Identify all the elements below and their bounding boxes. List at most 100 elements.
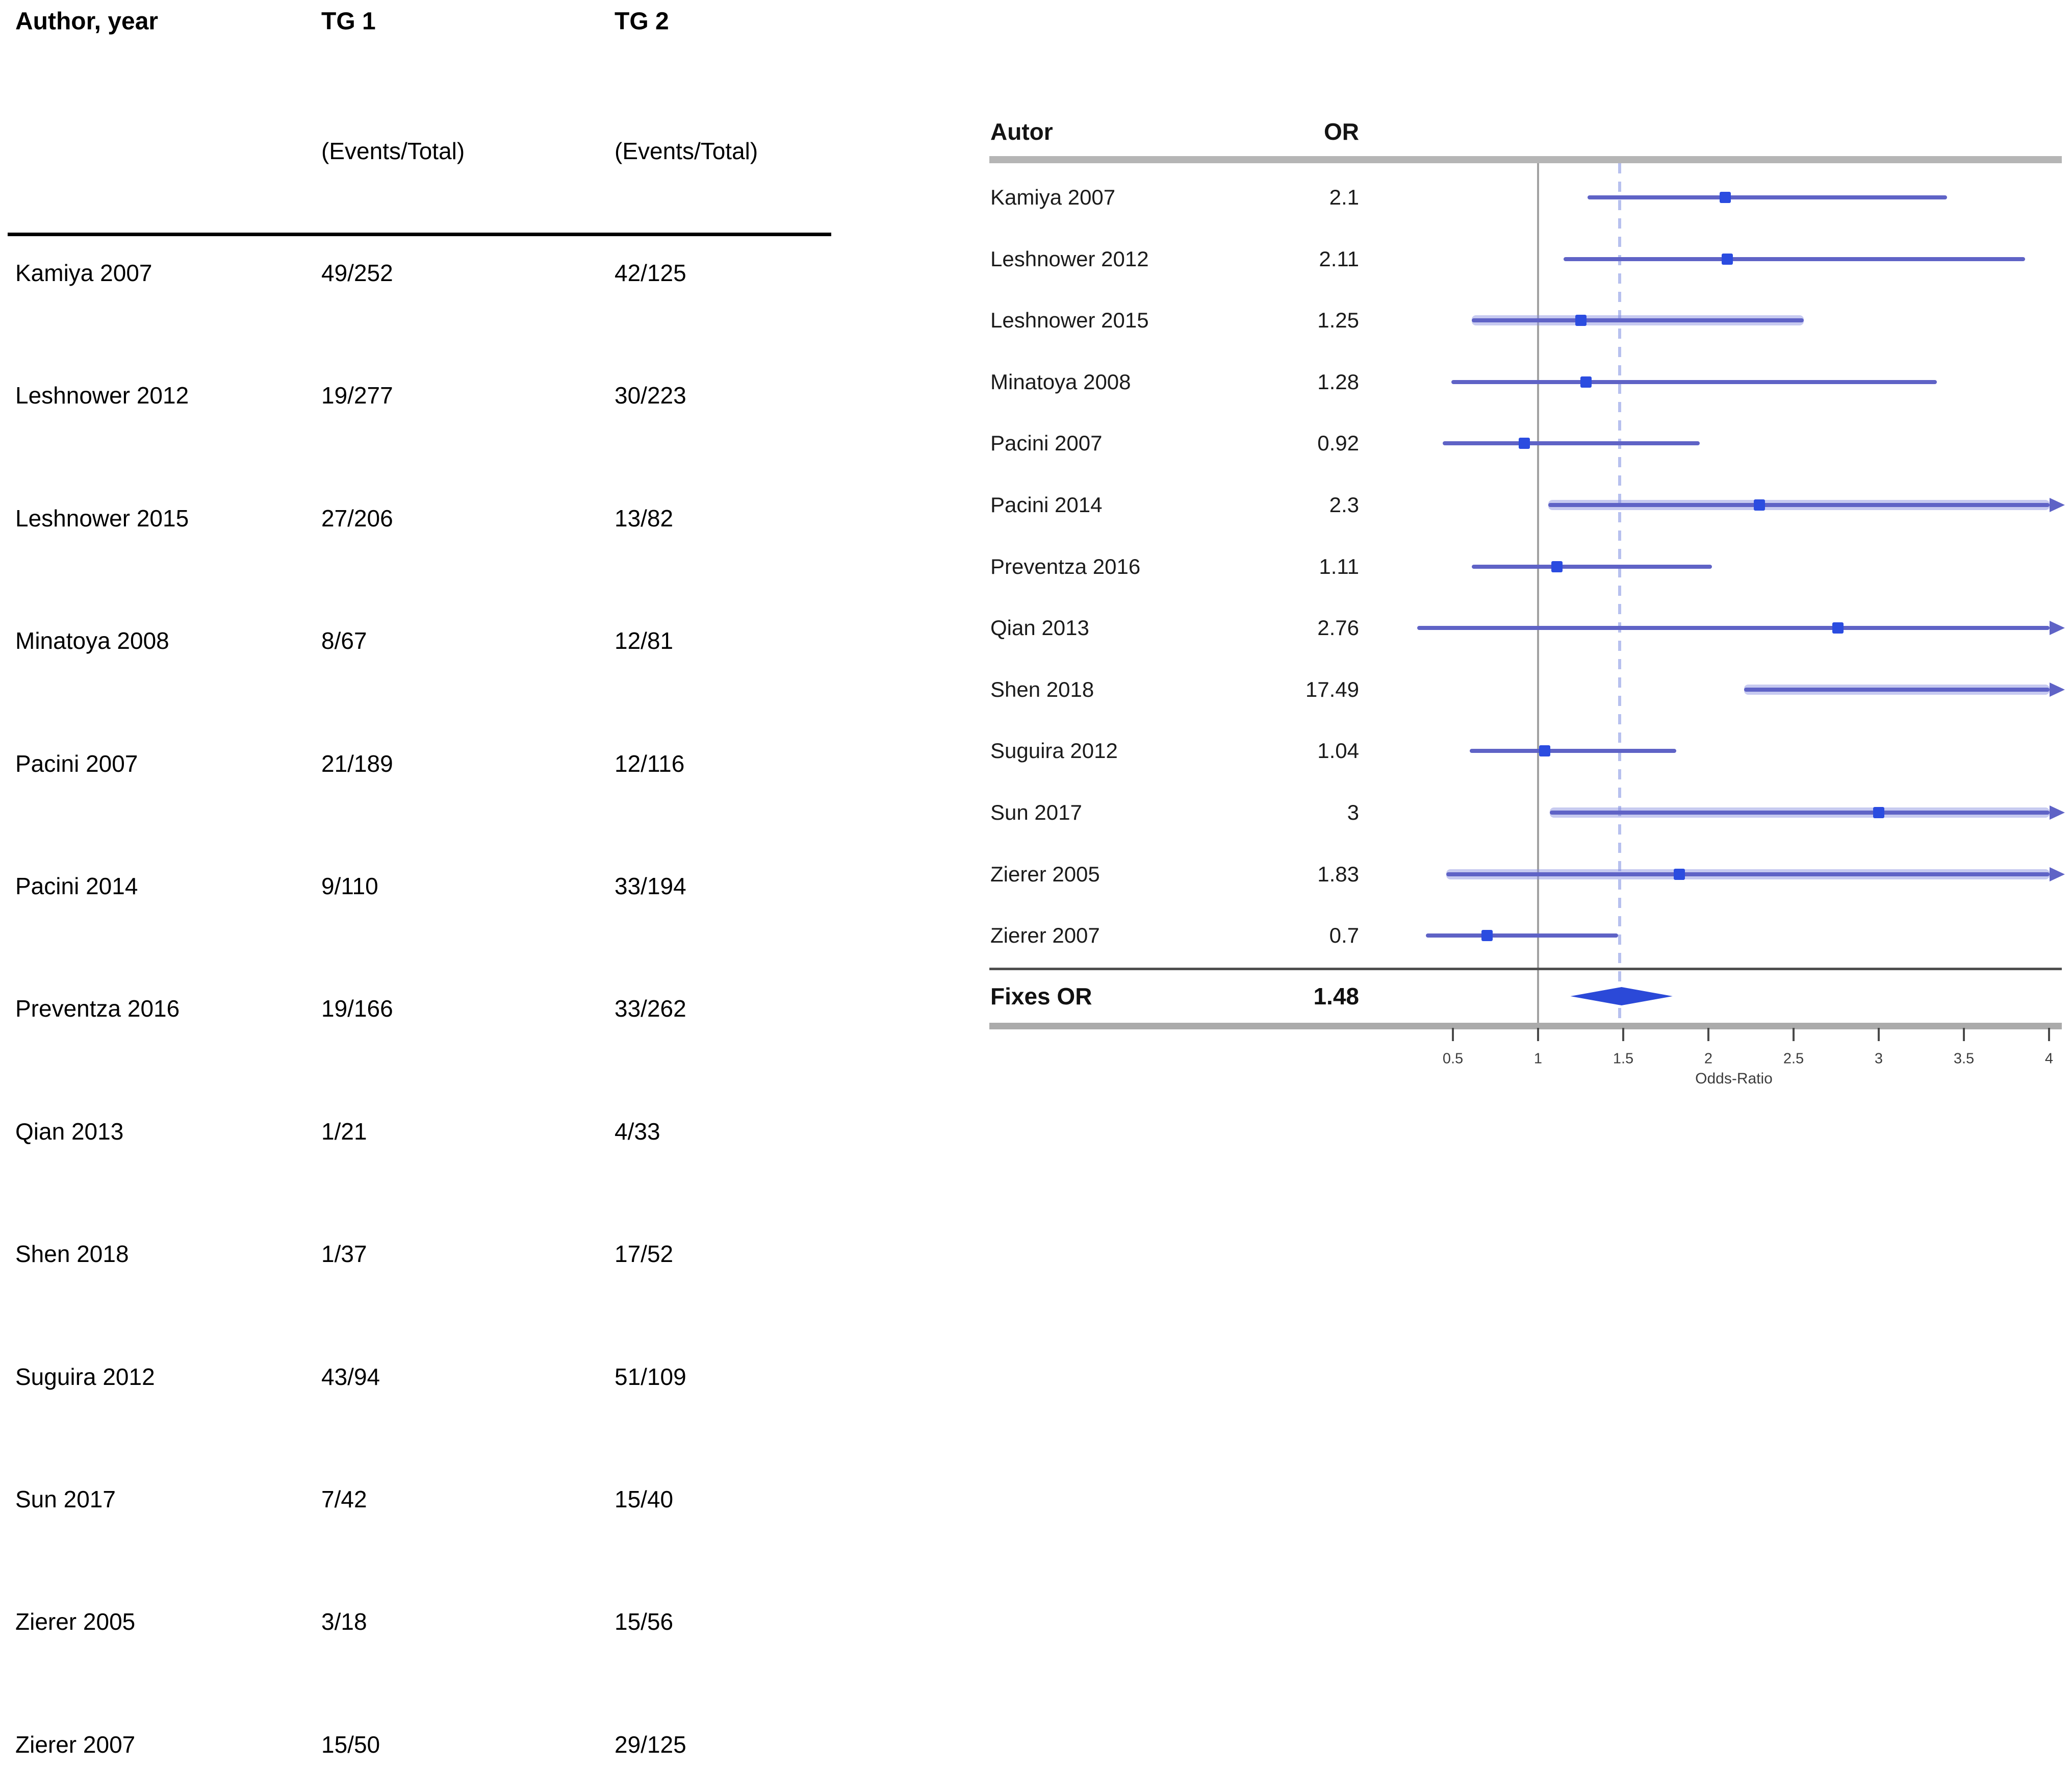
table-row-tg2-events: 30/223 [615,382,686,409]
study-or-value: 1.04 [1317,739,1359,763]
summary-or-value: 1.48 [1313,983,1359,1009]
study-label: Pacini 2014 [990,493,1103,517]
table-row-author: Shen 2018 [15,1241,129,1267]
x-axis-tick-label: 0.5 [1442,1050,1464,1067]
or-point-marker [1551,561,1563,572]
study-or-value: 1.25 [1317,308,1359,332]
x-axis-tick [1537,1028,1539,1041]
table-subheader-tg2: (Events/Total) [615,138,758,164]
study-label: Sun 2017 [990,800,1082,824]
table-row-tg1-events: 49/252 [321,260,393,286]
table-row-author: Preventza 2016 [15,995,180,1022]
summary-separator-line [989,968,2062,970]
study-label: Minatoya 2008 [990,370,1131,394]
summary-diamond [1570,987,1673,1005]
confidence-interval-line [1587,195,1947,199]
table-row-author: Kamiya 2007 [15,260,152,286]
reference-line-or-1 [1537,163,1539,1023]
confidence-interval-line [1471,318,1804,322]
study-label: Shen 2018 [990,677,1094,701]
or-point-marker [1721,254,1733,265]
or-point-marker [1832,622,1844,634]
or-point-marker [1754,499,1766,511]
table-row-tg2-events: 15/40 [615,1486,674,1512]
x-axis-tick-label: 3 [1874,1050,1883,1067]
or-point-marker [1539,745,1551,756]
or-point-marker [1674,869,1685,880]
table-row-tg1-events: 15/50 [321,1731,380,1758]
table-row-tg2-events: 51/109 [615,1363,686,1390]
study-or-value: 1.28 [1317,370,1359,394]
or-point-marker [1575,315,1587,326]
x-axis-bar [989,1023,2062,1029]
x-axis-tick-label: 4 [2044,1050,2054,1067]
x-axis-tick-label: 3.5 [1953,1050,1975,1067]
study-label: Zierer 2007 [990,923,1100,947]
summary-label: Fixes OR [990,983,1092,1009]
x-axis-tick [1963,1028,1965,1041]
x-axis-tick [1878,1028,1880,1041]
study-or-value: 2.11 [1319,247,1359,271]
or-point-marker [1481,930,1493,941]
table-row-author: Minatoya 2008 [15,627,169,654]
table-row-author: Leshnower 2012 [15,382,189,409]
table-row-author: Sun 2017 [15,1486,116,1512]
study-or-value: 2.1 [1329,185,1359,209]
ci-arrowhead [2050,621,2065,635]
table-row-tg2-events: 29/125 [615,1731,686,1758]
confidence-interval-line [1451,380,1937,384]
study-or-value: 17.49 [1305,677,1359,701]
x-axis-tick [1793,1028,1795,1041]
table-row-tg1-events: 21/189 [321,750,393,777]
study-or-value: 2.76 [1317,616,1359,640]
study-label: Leshnower 2015 [990,308,1149,332]
table-row-tg2-events: 12/116 [615,750,685,777]
table-header-tg1: TG 1 [321,8,376,35]
ci-arrowhead [2050,867,2065,881]
ci-arrowhead [2050,498,2065,512]
x-axis-tick [1707,1028,1709,1041]
table-row-tg1-events: 7/42 [321,1486,367,1512]
table-header-author: Author, year [15,8,159,35]
table-row-tg2-events: 33/262 [615,995,686,1022]
or-point-marker [1720,192,1731,203]
table-row-author: Pacini 2007 [15,750,138,777]
confidence-interval-line [1564,257,2026,261]
table-row-author: Zierer 2005 [15,1608,136,1635]
forest-header-or: OR [1324,118,1359,145]
forest-header-author: Autor [990,118,1053,145]
study-or-value: 0.7 [1329,923,1359,947]
ci-arrowhead [2050,805,2065,820]
or-point-marker [1519,438,1530,449]
table-row-tg1-events: 8/67 [321,627,367,654]
table-row-tg2-events: 15/56 [615,1608,674,1635]
study-label: Suguira 2012 [990,739,1118,763]
table-row-tg1-events: 1/21 [321,1118,367,1145]
confidence-interval-line [1425,933,1618,938]
table-row-tg1-events: 3/18 [321,1608,367,1635]
study-or-value: 0.92 [1317,431,1359,455]
study-label: Leshnower 2012 [990,247,1149,271]
study-label: Zierer 2005 [990,862,1100,886]
x-axis-title: Odds-Ratio [1695,1070,1773,1087]
table-row-tg1-events: 27/206 [321,505,393,532]
study-or-value: 2.3 [1329,493,1359,517]
table-header-rule [8,233,831,236]
table-row-tg1-events: 19/166 [321,995,393,1022]
or-point-marker [1580,376,1592,388]
or-point-marker [1873,807,1884,818]
table-row-author: Suguira 2012 [15,1363,155,1390]
x-axis-tick [1622,1028,1624,1041]
confidence-interval-line [1550,811,2050,815]
x-axis-tick [2048,1028,2050,1041]
x-axis-tick-label: 1.5 [1613,1050,1634,1067]
confidence-interval-line [1744,688,2050,692]
forest-header-bar [989,156,2062,163]
table-row-tg1-events: 1/37 [321,1241,367,1267]
x-axis-tick-label: 2 [1704,1050,1713,1067]
table-row-author: Zierer 2007 [15,1731,136,1758]
table-header-tg2: TG 2 [615,8,669,35]
study-or-value: 1.83 [1317,862,1359,886]
ci-arrowhead [2050,683,2065,697]
